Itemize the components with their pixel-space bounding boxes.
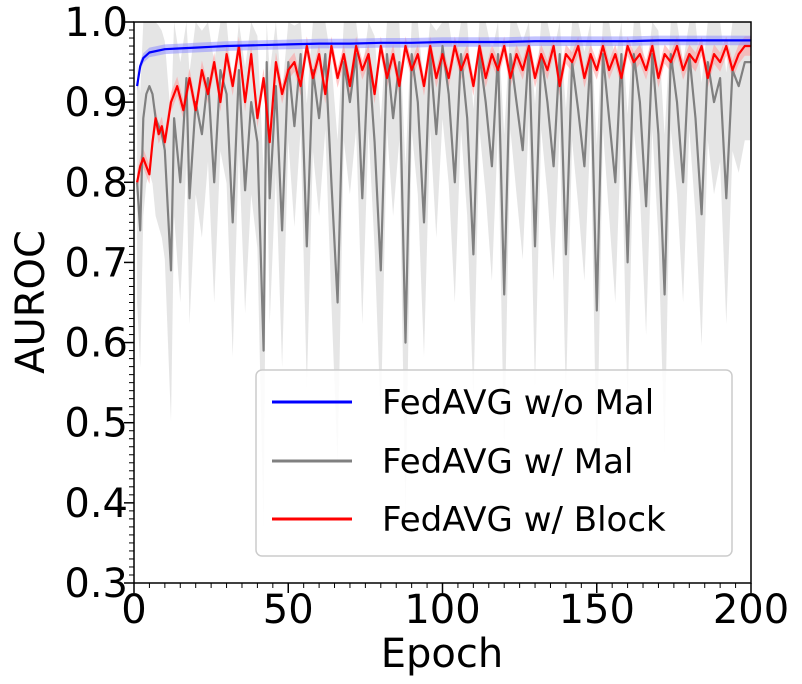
x-tick-label: 0 (121, 587, 146, 633)
y-axis-ticks: 0.3 0.4 0.5 0.6 0.7 0.8 0.9 1.0 (64, 0, 134, 607)
y-tick-label: 0.9 (64, 80, 128, 126)
series-line-1 (136, 44, 751, 352)
x-tick-label: 50 (263, 587, 314, 633)
legend-label-fedavg-w-mal: FedAVG w/ Mal (382, 442, 633, 482)
y-tick-label: 0.5 (64, 401, 128, 447)
x-tick-label: 200 (713, 587, 789, 633)
legend-box (255, 369, 733, 557)
y-tick-label: 0.4 (64, 481, 128, 527)
y-tick-label: 0.6 (64, 321, 128, 367)
legend-label-fedavg-w-block: FedAVG w/ Block (382, 500, 666, 540)
series-lines (136, 39, 751, 352)
y-tick-label: 0.7 (64, 240, 128, 286)
x-tick-label: 100 (404, 587, 480, 633)
series-line-2 (136, 44, 751, 183)
y-axis-label: AUROC (8, 230, 54, 374)
legend: FedAVG w/o Mal FedAVG w/ Mal FedAVG w/ B… (255, 369, 733, 557)
legend-label-fedavg-wo-mal: FedAVG w/o Mal (382, 383, 654, 423)
x-axis-ticks: 0 50 100 150 200 (121, 583, 789, 633)
y-tick-label: 0.8 (64, 160, 128, 206)
x-minor-ticks (148, 583, 737, 588)
x-axis-label: Epoch (381, 631, 503, 677)
y-minor-ticks (129, 29, 134, 576)
y-tick-label: 0.3 (64, 561, 128, 607)
y-tick-label: 1.0 (64, 0, 128, 46)
series-line-0 (136, 39, 751, 87)
x-tick-label: 150 (559, 587, 635, 633)
